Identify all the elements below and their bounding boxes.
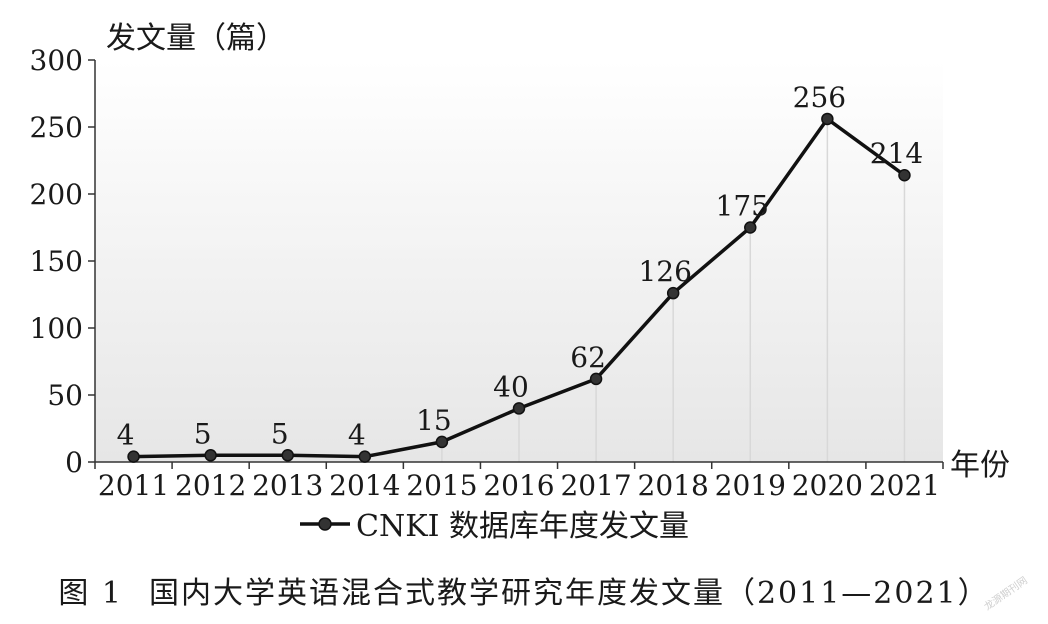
legend-marker [318, 517, 332, 531]
x-axis-title: 年份 [950, 448, 1010, 483]
x-tick-label: 2015 [406, 469, 477, 502]
figure-caption: 图 1 国内大学英语混合式教学研究年度发文量（2011—2021） [0, 568, 1048, 618]
x-tick-label: 2020 [792, 469, 863, 502]
x-tick-label: 2013 [252, 469, 323, 502]
data-label: 5 [194, 417, 212, 450]
x-tick-label: 2017 [560, 469, 631, 502]
data-label: 40 [493, 370, 529, 403]
y-tick-label: 0 [65, 446, 83, 479]
x-tick-label: 2019 [715, 469, 786, 502]
y-tick-label: 200 [30, 178, 83, 211]
data-label: 15 [416, 404, 452, 437]
x-tick-label: 2011 [98, 469, 169, 502]
y-tick-label: 100 [30, 312, 83, 345]
figure-title: 国内大学英语混合式教学研究年度发文量（2011—2021） [148, 576, 990, 611]
data-label: 126 [638, 255, 691, 288]
data-point [435, 435, 449, 449]
data-point [204, 449, 217, 462]
data-label: 4 [117, 419, 135, 452]
y-tick-label: 150 [30, 245, 83, 278]
data-point [358, 450, 372, 463]
data-point [281, 449, 294, 462]
data-point [821, 112, 834, 126]
data-point [589, 372, 603, 386]
data-label: 62 [570, 341, 606, 374]
y-tick-label: 50 [47, 379, 83, 412]
data-label: 5 [271, 417, 289, 450]
y-tick-label: 300 [30, 44, 83, 77]
data-point [898, 168, 911, 182]
legend-label: CNKI 数据库年度发文量 [356, 509, 689, 544]
data-label: 175 [716, 190, 769, 223]
data-label: 256 [793, 81, 846, 114]
data-point [744, 221, 757, 234]
data-point [666, 286, 680, 300]
legend: CNKI 数据库年度发文量 [300, 509, 689, 544]
data-point [127, 450, 140, 463]
x-tick-label: 2014 [329, 469, 400, 502]
x-tick-label: 2021 [869, 469, 940, 502]
x-tick-label: 2012 [175, 469, 246, 502]
y-tick-label: 250 [30, 111, 83, 144]
data-point [512, 402, 526, 415]
plot-background [95, 60, 943, 462]
data-label: 214 [870, 137, 923, 170]
data-label: 4 [348, 419, 366, 452]
y-axis-title: 发文量（篇） [106, 21, 286, 56]
x-tick-label: 2018 [638, 469, 709, 502]
x-tick-label: 2016 [483, 469, 554, 502]
figure-number: 图 1 [58, 576, 123, 611]
